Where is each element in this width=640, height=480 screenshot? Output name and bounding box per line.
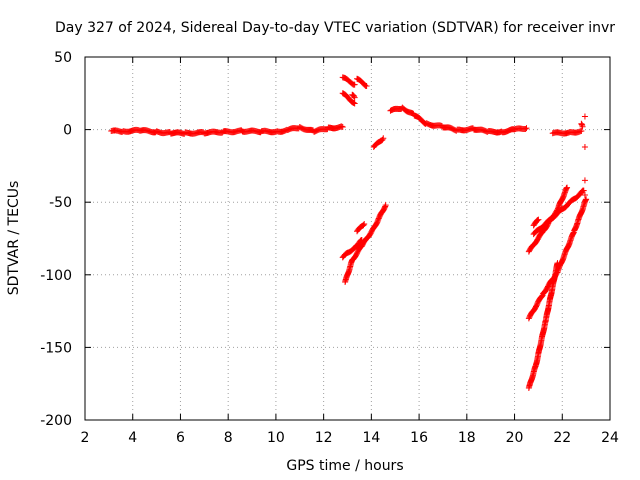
data-point (351, 81, 358, 88)
x-tick-label: 8 (224, 430, 233, 446)
data-point (523, 125, 530, 132)
data-points (108, 74, 590, 392)
data-point (351, 94, 358, 101)
x-axis-label: GPS time / hours (286, 458, 403, 474)
data-point (581, 113, 588, 120)
data-point (351, 93, 358, 100)
data-point (522, 126, 529, 133)
data-point (534, 217, 541, 224)
data-point (554, 260, 561, 267)
x-tick-label: 24 (601, 430, 619, 446)
y-tick-label: -150 (40, 340, 72, 356)
x-tick-label: 12 (315, 430, 333, 446)
data-point (578, 128, 585, 135)
data-point (538, 293, 545, 300)
x-tick-label: 14 (362, 430, 380, 446)
plot-frame (84, 56, 611, 421)
x-tick-label: 2 (81, 430, 90, 446)
data-point (379, 136, 386, 143)
data-point (338, 123, 345, 130)
x-tick-label: 18 (458, 430, 476, 446)
y-tick-label: -50 (49, 195, 72, 211)
data-point (583, 196, 590, 203)
x-tick-label: 10 (267, 430, 285, 446)
data-point (351, 100, 358, 107)
data-point (581, 144, 588, 151)
data-point (339, 123, 346, 130)
x-tick-label: 4 (128, 430, 137, 446)
y-tick-label: -200 (40, 413, 72, 429)
data-point (564, 184, 571, 191)
chart-title: Day 327 of 2024, Sidereal Day-to-day VTE… (55, 20, 615, 36)
x-tick-label: 6 (176, 430, 185, 446)
y-tick-label: -100 (40, 268, 72, 284)
data-point (581, 191, 588, 198)
data-point (535, 216, 542, 223)
y-tick-label: 0 (63, 123, 72, 139)
data-point (363, 83, 370, 90)
grid (85, 57, 610, 420)
data-point (539, 293, 546, 300)
data-point (361, 220, 368, 227)
data-point (382, 202, 389, 209)
x-tick-label: 22 (553, 430, 571, 446)
data-point (581, 177, 588, 184)
y-tick-label: 50 (54, 50, 72, 66)
data-point (360, 222, 367, 229)
x-tick-label: 16 (410, 430, 428, 446)
data-point (580, 187, 587, 194)
x-tick-label: 20 (506, 430, 524, 446)
data-point (579, 123, 586, 130)
y-axis-label: SDTVAR / TECUs (6, 181, 22, 296)
data-point (380, 135, 387, 142)
